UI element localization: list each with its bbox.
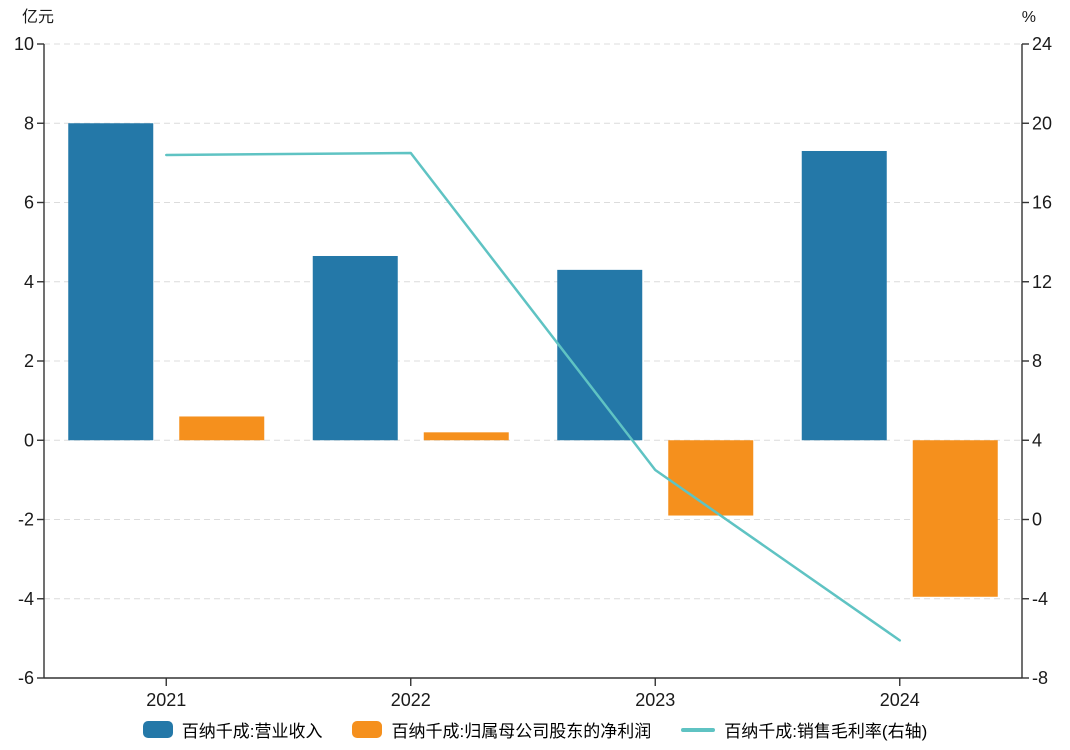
net-profit-legend-swatch	[352, 721, 383, 738]
bar-revenue-2022	[312, 255, 398, 441]
right-tick-label-4: 4	[1032, 430, 1042, 450]
bar-net-profit-2024	[912, 440, 998, 597]
right-tick-label-16: 16	[1032, 193, 1052, 213]
x-axis-label-2022: 2022	[391, 690, 431, 710]
right-axis-unit-label: %	[1021, 9, 1036, 26]
left-tick-label-8: 8	[24, 113, 34, 133]
right-tick-label-24: 24	[1032, 34, 1052, 54]
revenue-legend-swatch	[142, 721, 173, 738]
net-profit-legend-label: 百纳千成:归属母公司股东的净利润	[391, 722, 652, 741]
x-axis-label-2023: 2023	[635, 690, 675, 710]
gross-margin-legend-line-swatch	[681, 727, 716, 732]
left-axis-unit-label: 亿元	[22, 9, 55, 26]
left-tick-label-2: 2	[24, 351, 34, 371]
left-tick-label-6: 6	[24, 193, 34, 213]
left-tick-label--4: -4	[18, 589, 34, 609]
right-tick-label-0: 0	[1032, 510, 1042, 530]
legend-item-gross-margin[interactable]: 百纳千成:销售毛利率(右轴)	[681, 717, 927, 742]
legend-item-revenue[interactable]: 百纳千成:营业收入	[142, 717, 323, 742]
left-tick-label--6: -6	[18, 668, 34, 688]
right-tick-label--8: -8	[1032, 668, 1048, 688]
left-tick-label--2: -2	[18, 510, 34, 530]
revenue-legend-label: 百纳千成:营业收入	[181, 722, 323, 741]
bar-net-profit-2021	[179, 416, 265, 441]
x-axis-label-2021: 2021	[146, 690, 186, 710]
legend-item-net-profit[interactable]: 百纳千成:归属母公司股东的净利润	[352, 717, 651, 742]
bar-revenue-2021	[68, 123, 154, 441]
bar-net-profit-2022	[423, 432, 509, 441]
right-tick-label-8: 8	[1032, 351, 1042, 371]
left-tick-label-10: 10	[14, 34, 34, 54]
gross-margin-line	[165, 151, 901, 642]
bar-net-profit-2023	[668, 440, 754, 516]
right-tick-label-20: 20	[1032, 113, 1052, 133]
right-tick-label-12: 12	[1032, 272, 1052, 292]
left-tick-label-4: 4	[24, 272, 34, 292]
bar-revenue-2024	[801, 150, 887, 441]
left-tick-label-0: 0	[24, 430, 34, 450]
legend: 百纳千成:营业收入 百纳千成:归属母公司股东的净利润 百纳千成:销售毛利率(右轴…	[0, 717, 1070, 742]
bar-revenue-2023	[557, 269, 643, 441]
gross-margin-legend-label: 百纳千成:销售毛利率(右轴)	[724, 722, 928, 741]
right-tick-label--4: -4	[1032, 589, 1048, 609]
x-axis-label-2024: 2024	[880, 690, 920, 710]
